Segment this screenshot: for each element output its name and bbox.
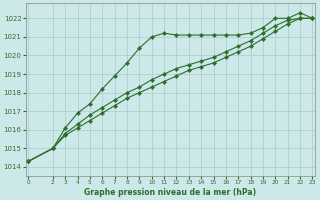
X-axis label: Graphe pression niveau de la mer (hPa): Graphe pression niveau de la mer (hPa)	[84, 188, 256, 197]
